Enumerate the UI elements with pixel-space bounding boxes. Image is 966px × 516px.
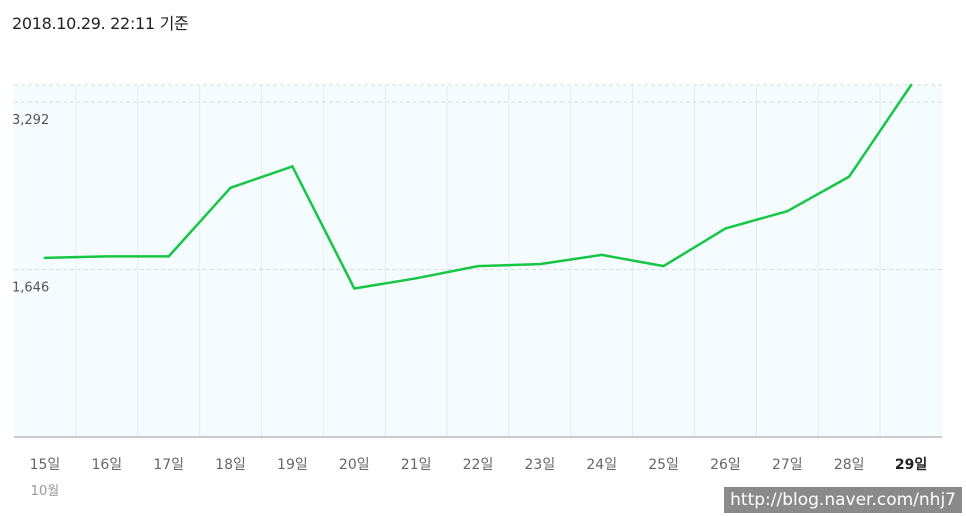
data-point xyxy=(414,277,418,280)
data-point xyxy=(167,255,170,258)
y-tick-label: 3,292 xyxy=(12,113,49,128)
x-tick-label: 27일 xyxy=(772,457,803,473)
x-tick-label: 20일 xyxy=(339,457,370,473)
data-point xyxy=(291,165,294,168)
x-tick-label: 17일 xyxy=(153,457,184,473)
x-tick-label: 21일 xyxy=(401,457,432,473)
month-label: 10월 xyxy=(31,484,60,499)
x-tick-label: 23일 xyxy=(525,457,556,473)
x-tick-label: 26일 xyxy=(710,457,741,473)
plot-area xyxy=(14,85,942,437)
timestamp-label: 2018.10.29. 22:11 기준 xyxy=(12,14,189,33)
x-tick-label: 16일 xyxy=(91,457,122,473)
x-tick-label: 18일 xyxy=(215,457,246,473)
data-point xyxy=(476,264,480,268)
x-tick-label: 24일 xyxy=(586,457,617,473)
data-point xyxy=(662,264,665,268)
x-tick-label: 19일 xyxy=(277,457,308,473)
data-point xyxy=(105,255,109,258)
x-tick-label: 22일 xyxy=(463,457,494,473)
x-tick-label: 28일 xyxy=(834,457,865,473)
x-tick-label: 25일 xyxy=(648,457,679,473)
data-point xyxy=(353,287,356,290)
x-tick-label: 15일 xyxy=(30,457,61,473)
x-tick-label: 29일 xyxy=(895,457,927,473)
data-point xyxy=(724,227,727,230)
data-point xyxy=(909,83,913,87)
data-point xyxy=(43,256,47,260)
y-tick-label: 1,646 xyxy=(12,281,49,296)
watermark: http://blog.naver.com/nhj7 xyxy=(724,487,962,513)
data-point xyxy=(848,175,851,178)
data-point xyxy=(229,186,232,189)
data-point xyxy=(538,262,542,266)
data-point xyxy=(786,209,789,213)
data-point xyxy=(600,253,603,257)
